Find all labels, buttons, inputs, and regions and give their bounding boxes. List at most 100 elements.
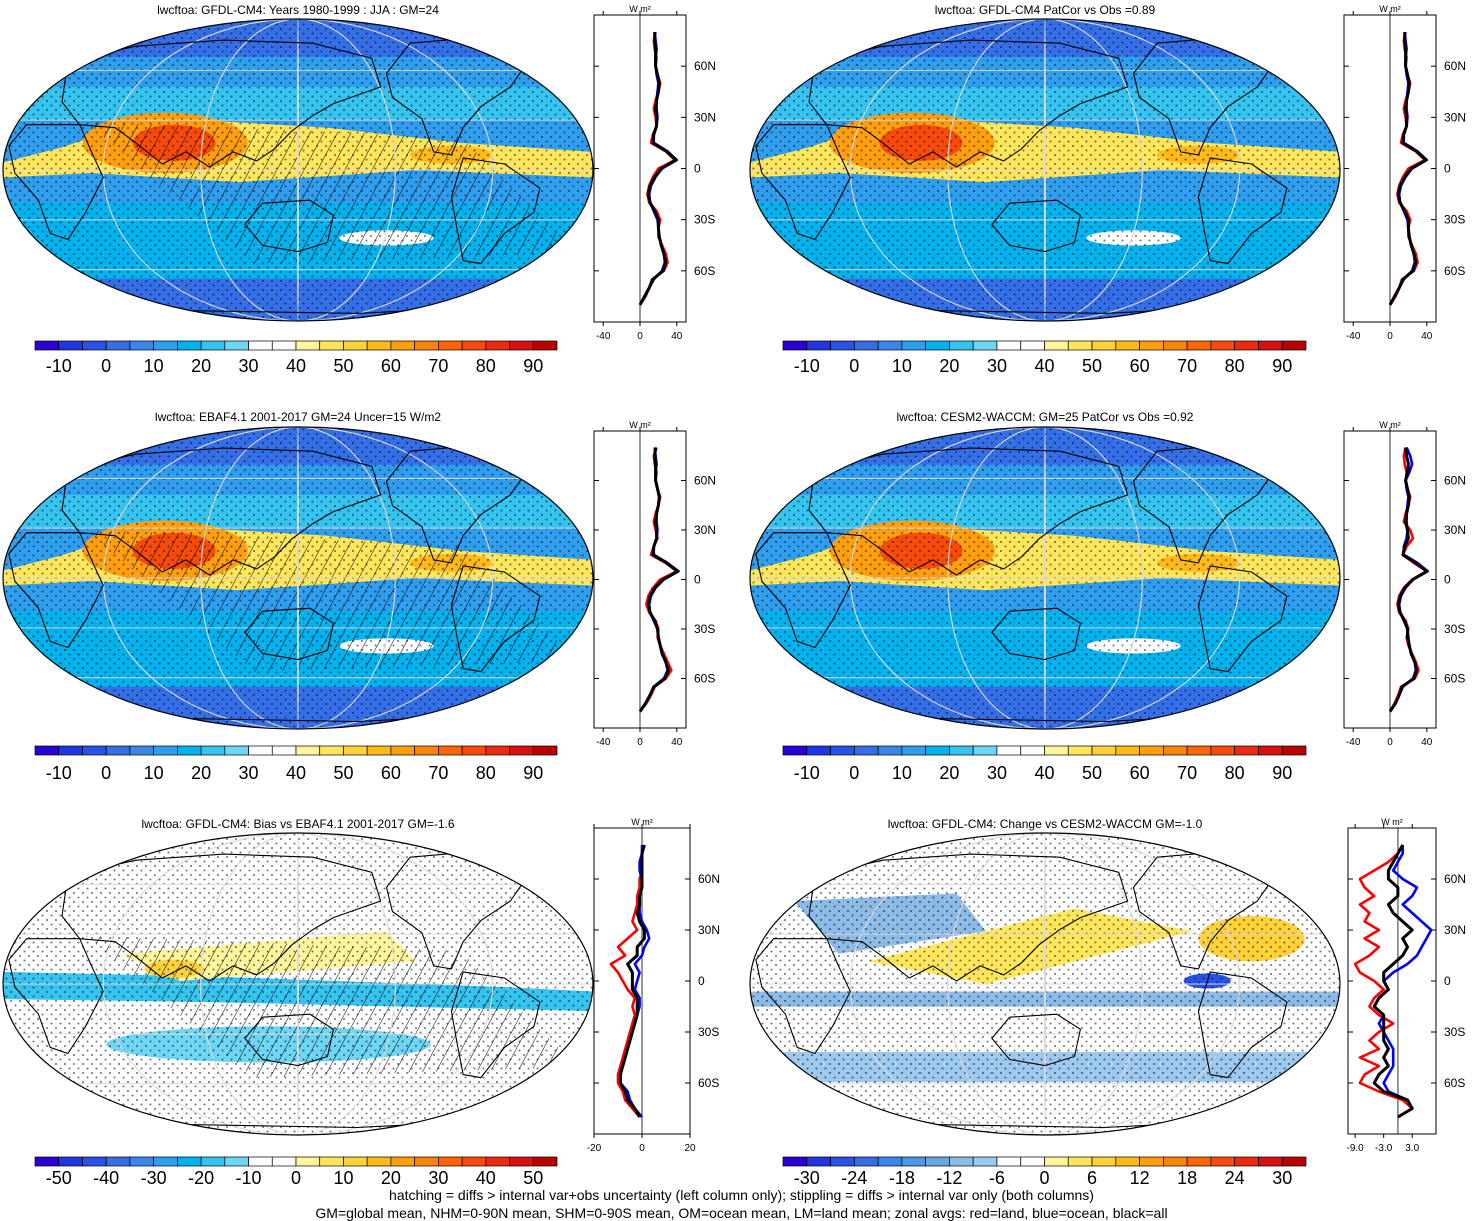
map-panel-1: lwcftoa: GFDL-CM4: Years 1980-1999 : JJA… [2, 3, 594, 376]
graticule [750, 19, 1340, 321]
coastline-australia [991, 1013, 1082, 1067]
colorbar-swatch [485, 1156, 510, 1167]
colorbar: -10 0 10 20 30 40 50 60 70 80 90 [782, 745, 1307, 783]
colorbar-swatch [949, 1156, 974, 1167]
colorbar-label: -6 [989, 1168, 1005, 1188]
colorbar-swatch [319, 1156, 344, 1167]
map-border [749, 18, 1341, 322]
profile-lat-label: 60N [694, 474, 716, 488]
profile-lat-label: 60S [698, 1076, 719, 1090]
colorbar-label: 20 [939, 763, 959, 783]
colorbar-swatch [129, 745, 154, 756]
map-title: lwcftoa: GFDL-CM4: Years 1980-1999 : JJA… [157, 3, 439, 17]
colorbar-label: 60 [381, 763, 401, 783]
map-border [2, 426, 594, 730]
colorbar-swatch [509, 1156, 534, 1167]
zonal-profile-1: W m² -40 0 40 60N 30N 0 30S 60S [593, 4, 716, 342]
zonal-profile-3: W m² -40 0 40 60N 30N 0 30S 60S [593, 420, 716, 748]
profile-x-tick-label: -40 [1346, 331, 1361, 342]
coastline-samerica [1197, 565, 1288, 673]
colorbar-label: 70 [1177, 763, 1197, 783]
colorbar-swatch [949, 340, 974, 351]
colorbar-swatch [1044, 745, 1069, 756]
profile-lat-label: 30S [1444, 213, 1465, 227]
colorbar-swatch [461, 745, 487, 756]
colorbar-swatch [509, 340, 534, 351]
colorbar-swatch [390, 1156, 415, 1167]
colorbar-label: 20 [191, 763, 211, 783]
colorbar-swatch [319, 745, 344, 756]
colorbar-swatch [877, 1156, 903, 1167]
graticule-lon-2 [1044, 19, 1046, 321]
graticule [3, 427, 593, 729]
profile-x-tick-label: -20 [587, 1143, 602, 1154]
colorbar-swatch [153, 340, 178, 351]
colorbar-swatch [806, 1156, 831, 1167]
colorbar-label: 0 [101, 763, 111, 783]
profile-x-tick-label: -3.0 [1375, 1143, 1393, 1154]
coastline-eurasia [61, 853, 382, 982]
colorbar-swatch [996, 1156, 1022, 1167]
colorbar-swatch [972, 745, 998, 756]
colorbar-swatch [485, 745, 510, 756]
colorbar-swatch [200, 340, 226, 351]
profile-lat-label: 60S [1444, 264, 1465, 278]
profile-lat-label: 60N [698, 872, 720, 886]
colorbar-swatch [366, 340, 392, 351]
colorbar-swatch [58, 340, 83, 351]
colorbar-swatch [1091, 1156, 1117, 1167]
profile-x-tick-label: 0 [637, 331, 643, 342]
colorbar-swatch [366, 1156, 392, 1167]
colorbar-swatch [972, 340, 998, 351]
colorbar-swatch [438, 745, 463, 756]
map-panel-4: lwcftoa: CESM2-WACCM: GM=25 PatCor vs Ob… [749, 410, 1341, 783]
coastline-eurasia [808, 447, 1129, 576]
coastline-australia [244, 607, 335, 661]
profile-unit-label: W m² [1379, 420, 1401, 430]
colorbar-label: 60 [381, 356, 401, 376]
colorbar-swatch [129, 340, 154, 351]
profile-unit-label: W m² [631, 817, 653, 827]
coastline-africa [8, 938, 104, 1055]
profile-x-tick-label: 40 [671, 737, 683, 748]
profile-series-land [1353, 844, 1414, 1119]
colorbar-swatch [343, 1156, 368, 1167]
map-title: lwcftoa: GFDL-CM4: Bias vs EBAF4.1 2001-… [141, 817, 454, 831]
colorbar-swatch [438, 1156, 463, 1167]
profile-lat-label: 0 [694, 573, 701, 587]
graticule-lon-2 [297, 19, 299, 321]
colorbar-label: 10 [892, 356, 912, 376]
profile-lat-label: 30N [694, 110, 716, 124]
profile-lat-label: 0 [698, 974, 705, 988]
colorbar-swatch [1258, 745, 1283, 756]
colorbar-swatch [901, 745, 926, 756]
colorbar-label: 40 [286, 356, 306, 376]
graticule-lon-3 [200, 833, 396, 1135]
colorbar-swatch [1210, 745, 1236, 756]
colorbar-label: 50 [523, 1168, 543, 1188]
colorbar-swatch [200, 745, 226, 756]
profile-series-all [1372, 844, 1414, 1119]
colorbar-swatch [414, 1156, 439, 1167]
colorbar-label: 40 [476, 1168, 496, 1188]
colorbar: -10 0 10 20 30 40 50 60 70 80 90 [34, 340, 558, 376]
colorbar: -10 0 10 20 30 40 50 60 70 80 90 [782, 340, 1307, 376]
colorbar-swatch [58, 1156, 83, 1167]
colorbar-swatch [901, 340, 926, 351]
colorbar-swatch [153, 1156, 178, 1167]
colorbar-swatch [1020, 1156, 1045, 1167]
colorbar-label: 70 [428, 763, 448, 783]
colorbar-swatch [129, 1156, 154, 1167]
colorbar-swatch [806, 340, 831, 351]
colorbar-label: 24 [1225, 1168, 1245, 1188]
colorbar-swatch [532, 745, 558, 756]
graticule [3, 833, 593, 1135]
profile-lat-label: 30N [694, 523, 716, 537]
profile-lat-label: 0 [1444, 162, 1451, 176]
colorbar-label: 20 [191, 356, 211, 376]
coastline-africa [755, 532, 851, 649]
colorbar-swatch [271, 745, 297, 756]
profile-x-tick-label: 40 [671, 331, 683, 342]
profile-series-ocean [1388, 446, 1429, 713]
profile-lat-label: 30S [1444, 622, 1465, 636]
